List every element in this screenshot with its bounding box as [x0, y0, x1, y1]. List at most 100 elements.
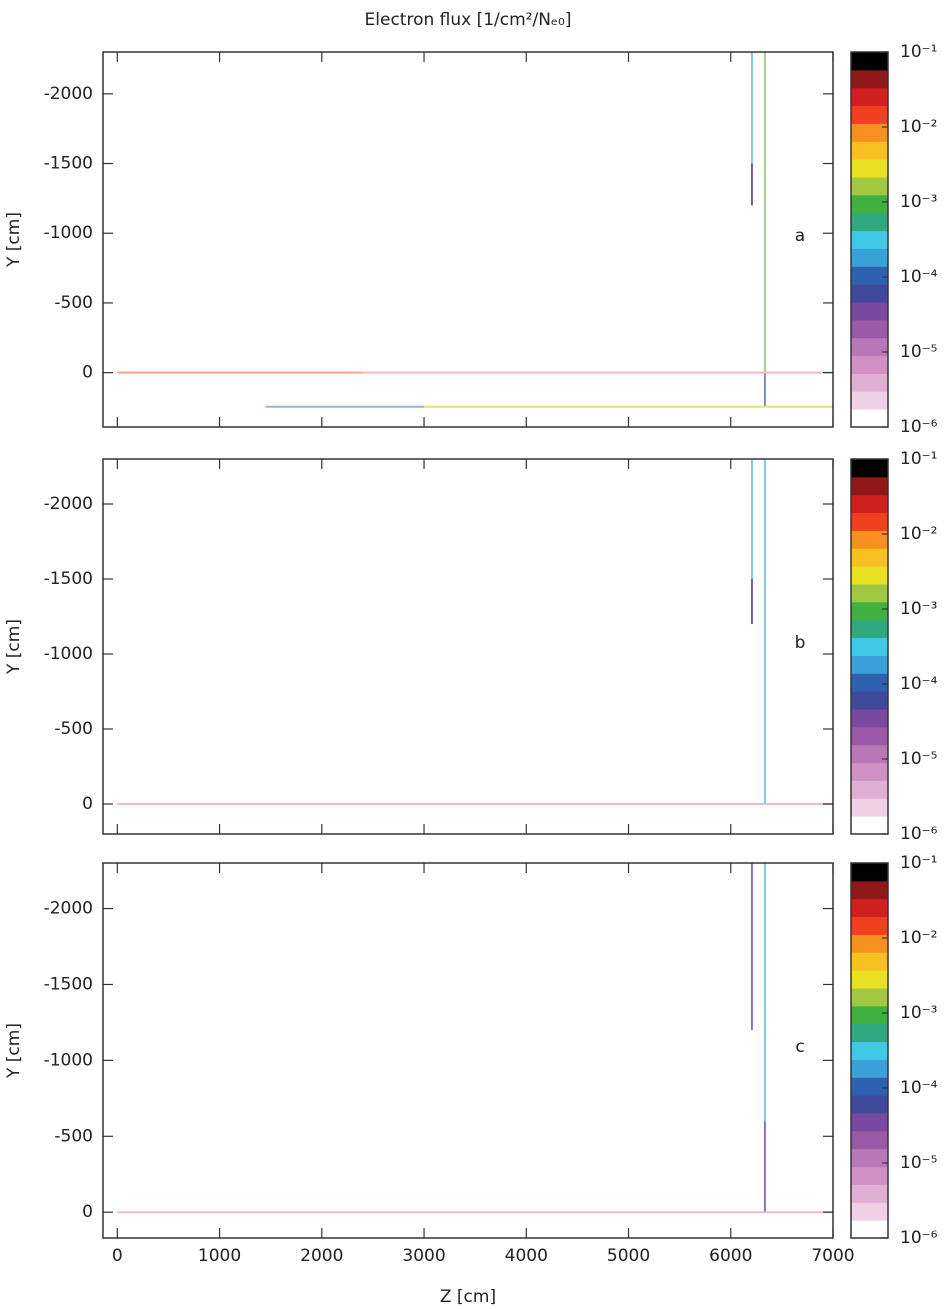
y-tick-label: -1500 [44, 974, 93, 994]
x-tick-label: 1000 [198, 1246, 241, 1266]
y-tick-label: 0 [82, 363, 93, 383]
colorbar-band [851, 548, 888, 567]
y-tick-label: -1000 [44, 644, 93, 664]
colorbar-band [851, 566, 888, 585]
colorbar-band [851, 302, 888, 321]
colorbar-band [851, 284, 888, 303]
x-tick-label: 6000 [709, 1246, 752, 1266]
colorbar-band [851, 1041, 888, 1060]
colorbar-band [851, 194, 888, 214]
panel-label: c [795, 1037, 804, 1057]
y-tick-label: -1500 [44, 154, 93, 174]
colorbar-tick-label: 10⁻⁶ [900, 1228, 938, 1248]
colorbar-band [851, 726, 888, 746]
colorbar-band [851, 69, 888, 89]
colorbar-band [851, 266, 888, 285]
y-tick-label: -1000 [44, 223, 93, 243]
colorbar-band [851, 1077, 888, 1096]
colorbar-band [851, 105, 888, 124]
colorbar-band [851, 744, 888, 764]
panel-label: b [795, 633, 806, 653]
colorbar-band [851, 1095, 888, 1114]
y-axis-label: Y [cm] [4, 1023, 24, 1079]
colorbar-tick-label: 10⁻⁴ [900, 267, 938, 287]
y-tick-label: -500 [54, 1126, 93, 1146]
colorbar-band [851, 494, 888, 514]
colorbar-tick-label: 10⁻⁶ [900, 417, 938, 437]
colorbar-band [851, 1202, 888, 1221]
x-axis-label: Z [cm] [440, 1287, 496, 1307]
colorbar-band [851, 1220, 888, 1239]
colorbar-tick-label: 10⁻⁶ [900, 824, 938, 844]
colorbar-tick-label: 10⁻³ [900, 192, 937, 212]
colorbar-band [851, 934, 888, 953]
colorbar-tick-label: 10⁻¹ [900, 449, 937, 469]
colorbar-band [851, 584, 888, 603]
colorbar-band [851, 863, 888, 882]
x-tick-label: 4000 [505, 1246, 548, 1266]
x-tick-label: 0 [112, 1246, 123, 1266]
colorbar-band [851, 212, 888, 232]
colorbar-tick-label: 10⁻³ [900, 1003, 937, 1023]
colorbar-band [851, 916, 888, 935]
panel-label: a [795, 226, 805, 246]
colorbar-band [851, 1166, 888, 1185]
colorbar-tick-label: 10⁻⁴ [900, 1078, 938, 1098]
colorbar-band [851, 601, 888, 621]
y-tick-label: -500 [54, 293, 93, 313]
colorbar-band [851, 970, 888, 989]
x-tick-label: 3000 [402, 1246, 445, 1266]
x-tick-label: 7000 [811, 1246, 854, 1266]
colorbar-band [851, 512, 888, 531]
colorbar-band [851, 619, 888, 639]
colorbar-tick-label: 10⁻⁵ [900, 749, 937, 769]
colorbar-frame [850, 862, 889, 1239]
x-tick-label: 2000 [300, 1246, 343, 1266]
colorbar-band [851, 988, 888, 1007]
y-tick-label: -500 [54, 719, 93, 739]
plot-frame [102, 51, 834, 428]
colorbar-band [851, 816, 888, 835]
colorbar-band [851, 655, 888, 674]
colorbar-band [851, 230, 888, 249]
colorbar-band [851, 177, 888, 196]
colorbar-tick-label: 10⁻² [900, 117, 937, 137]
colorbar-band [851, 373, 888, 392]
colorbar-band [851, 1023, 888, 1043]
colorbar-tick-label: 10⁻⁵ [900, 342, 937, 362]
y-tick-label: -2000 [44, 84, 93, 104]
colorbar-frame [850, 51, 889, 428]
colorbar-band [851, 898, 888, 918]
colorbar-tick-label: 10⁻³ [900, 599, 937, 619]
colorbar-tick-label: 10⁻¹ [900, 853, 937, 873]
y-tick-label: -1500 [44, 569, 93, 589]
y-tick-label: -1000 [44, 1050, 93, 1070]
y-tick-label: 0 [82, 1202, 93, 1222]
colorbar-tick-label: 10⁻² [900, 524, 937, 544]
colorbar-tick-label: 10⁻⁴ [900, 674, 938, 694]
colorbar-band [851, 709, 888, 728]
colorbar-band [851, 691, 888, 710]
colorbar-band [851, 337, 888, 357]
colorbar-frame [850, 458, 889, 835]
colorbar-band [851, 248, 888, 267]
colorbar-band [851, 409, 888, 428]
colorbar-band [851, 673, 888, 692]
colorbar-tick-label: 10⁻⁵ [900, 1153, 937, 1173]
x-tick-label: 5000 [607, 1246, 650, 1266]
colorbar-band [851, 780, 888, 799]
colorbar-band [851, 1184, 888, 1203]
chart-title: Electron flux [1/cm²/Nₑ₀] [365, 10, 572, 30]
colorbar-band [851, 459, 888, 478]
colorbar-band [851, 476, 888, 496]
colorbar-band [851, 141, 888, 160]
colorbar-band [851, 1059, 888, 1078]
colorbar-band [851, 355, 888, 374]
colorbar-band [851, 1005, 888, 1025]
colorbar-band [851, 952, 888, 971]
colorbar-band [851, 123, 888, 142]
y-axis-label: Y [cm] [4, 212, 24, 268]
colorbar-band [851, 52, 888, 71]
colorbar-band [851, 880, 888, 900]
